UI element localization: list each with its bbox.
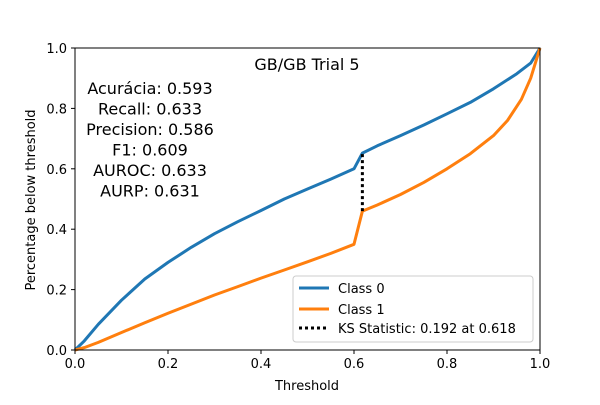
metric-line: Acurácia: 0.593 [87, 79, 212, 98]
axes-frame [74, 47, 541, 351]
y-tick-label: 0.0 [46, 344, 67, 359]
y-tick-label: 0.6 [46, 163, 67, 178]
y-tick-label: 0.2 [46, 284, 67, 299]
legend-label-ks: KS Statistic: 0.192 at 0.618 [338, 322, 516, 337]
y-tick-label: 0.8 [46, 102, 67, 117]
x-tick-label: 1.0 [530, 357, 551, 372]
chart-title: GB/GB Trial 5 [254, 55, 359, 74]
metric-line: Recall: 0.633 [98, 100, 202, 119]
x-tick-label: 0.8 [437, 357, 458, 372]
axis-ticks: 0.0 0.2 0.4 0.6 0.8 1.0 0.0 0.2 0.4 0.6 0.8 1.0 [46, 42, 550, 372]
y-tick-label: 1.0 [46, 42, 67, 57]
legend-box [292, 275, 534, 343]
legend: Class 0 Class 1 KS Statistic: 0.192 at 0… [292, 275, 534, 343]
x-axis-label: Threshold [274, 379, 339, 394]
y-tick-label: 0.4 [46, 223, 67, 238]
metric-line: F1: 0.609 [112, 141, 188, 160]
legend-label-class-1: Class 1 [338, 303, 385, 318]
x-tick-label: 0.0 [65, 357, 86, 372]
y-axis-label: Percentage below threshold [24, 109, 39, 290]
plot-area [73, 47, 542, 352]
series-line-class-0 [73, 47, 542, 352]
metric-line: Precision: 0.586 [86, 120, 214, 139]
x-tick-label: 0.4 [251, 357, 272, 372]
x-tick-label: 0.2 [158, 357, 179, 372]
metric-line: AUROC: 0.633 [93, 161, 207, 180]
legend-label-class-0: Class 0 [338, 282, 385, 297]
metric-line: AURP: 0.631 [100, 182, 200, 201]
series-line-class-1 [74, 47, 542, 352]
x-tick-label: 0.6 [344, 357, 365, 372]
